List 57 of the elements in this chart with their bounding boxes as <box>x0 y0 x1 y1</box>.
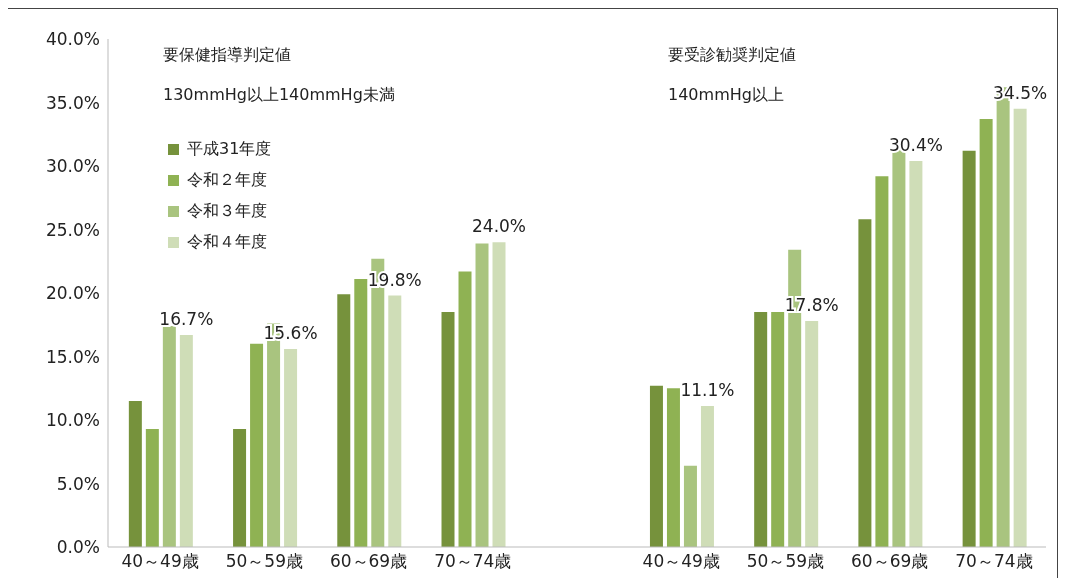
x-tick-label: 70～74歳 <box>434 551 512 572</box>
bar <box>892 149 906 547</box>
legend-label: 平成31年度 <box>187 139 272 160</box>
bar <box>284 348 298 547</box>
bar <box>145 428 159 547</box>
y-tick-label: 5.0% <box>56 473 100 494</box>
data-label: 24.0% <box>472 216 527 237</box>
bar <box>337 294 351 547</box>
bar <box>475 243 489 547</box>
x-tick-label: 40～49歳 <box>121 551 199 572</box>
y-tick-label: 30.0% <box>45 156 100 177</box>
data-label: 30.4% <box>888 134 943 155</box>
y-tick-label: 15.0% <box>45 346 100 367</box>
bar <box>388 295 402 547</box>
x-tick-label: 60～69歳 <box>851 551 929 572</box>
y-tick-label: 0.0% <box>56 537 100 558</box>
bar <box>162 326 176 547</box>
bar <box>492 242 506 547</box>
y-tick-label: 25.0% <box>45 219 100 240</box>
bar <box>979 119 993 547</box>
annotation: 要受診勧奨判定値 <box>668 45 796 66</box>
bar <box>250 343 264 547</box>
y-tick-label: 20.0% <box>45 283 100 304</box>
x-tick-label: 60～69歳 <box>329 551 408 572</box>
bar <box>649 385 663 547</box>
data-label: 16.7% <box>159 308 214 329</box>
y-tick-label: 40.0% <box>45 29 100 50</box>
bar <box>771 312 785 547</box>
annotation: 要保健指導判定値 <box>163 45 291 66</box>
bar <box>1013 108 1027 547</box>
bar <box>805 320 819 547</box>
bar <box>666 388 680 547</box>
bar <box>683 465 697 547</box>
bar <box>858 219 872 547</box>
legend-label: 令和２年度 <box>187 170 267 191</box>
y-tick-label: 10.0% <box>45 410 100 431</box>
x-tick-label: 50～59歳 <box>225 551 303 572</box>
bar <box>875 176 889 547</box>
bar <box>754 312 768 547</box>
annotation: 130mmHg以上140mmHg未満 <box>163 85 395 106</box>
bar <box>909 160 923 547</box>
y-tick-label: 35.0% <box>45 92 100 113</box>
annotation: 140mmHg以上 <box>668 85 784 106</box>
x-tick-label: 50～59歳 <box>746 551 825 572</box>
bar <box>354 279 368 547</box>
legend-label: 令和３年度 <box>187 201 267 222</box>
bar <box>700 406 714 547</box>
bar <box>458 271 472 547</box>
data-label: 11.1% <box>680 380 735 401</box>
x-tick-label: 40～49歳 <box>642 551 720 572</box>
bar <box>962 150 976 547</box>
bar <box>179 334 193 547</box>
bar <box>128 400 142 547</box>
legend-label: 令和４年度 <box>187 232 267 253</box>
x-tick-label: 70～74歳 <box>955 551 1033 572</box>
bar <box>441 312 455 547</box>
bar <box>233 428 247 547</box>
